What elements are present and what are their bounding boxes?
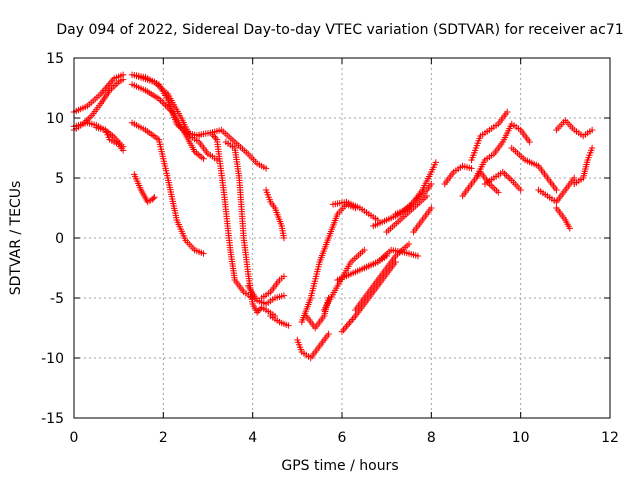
- data-point: [280, 234, 288, 242]
- data-points: [70, 71, 596, 362]
- data-point: [526, 138, 533, 146]
- tick-marks: [73, 57, 611, 419]
- data-point: [517, 186, 524, 194]
- data-point: [495, 189, 502, 196]
- chart-title: Day 094 of 2022, Sidereal Day-to-day VTE…: [56, 22, 623, 38]
- data-point: [212, 134, 219, 142]
- data-point: [280, 292, 288, 299]
- data-point: [210, 133, 218, 140]
- data-point: [428, 180, 435, 188]
- y-axis-label: SDTVAR / TECUs: [8, 181, 24, 296]
- y-tick-label: -5: [50, 291, 64, 307]
- y-tick-label: 10: [46, 111, 64, 127]
- y-tick-label: -15: [41, 411, 64, 427]
- data-point: [428, 204, 435, 212]
- x-tick-label: 10: [512, 430, 530, 446]
- x-tick-label: 0: [70, 430, 79, 446]
- data-point: [325, 330, 332, 338]
- data-point: [566, 225, 573, 232]
- data-point: [414, 252, 422, 260]
- data-point: [119, 76, 127, 83]
- x-tick-label: 2: [159, 430, 168, 446]
- tick-labels: 0 2 4 6 8 10 12 15 10 5 0 -5 -10 -15: [41, 51, 619, 446]
- x-tick-label: 4: [248, 430, 257, 446]
- data-point: [280, 273, 288, 280]
- data-point: [571, 174, 578, 182]
- data-point: [432, 159, 439, 166]
- grid-lines: [74, 58, 610, 418]
- data-point: [361, 246, 368, 254]
- data-point: [468, 165, 475, 172]
- y-tick-label: 0: [55, 231, 64, 247]
- y-tick-label: 15: [46, 51, 64, 67]
- x-tick-label: 8: [427, 430, 436, 446]
- data-point: [150, 195, 157, 202]
- data-point: [200, 250, 207, 257]
- data-point: [285, 322, 292, 329]
- x-axis-label: GPS time / hours: [281, 458, 398, 474]
- data-point: [255, 307, 262, 314]
- data-point: [209, 131, 216, 138]
- data-point: [200, 155, 207, 162]
- x-tick-label: 12: [601, 430, 619, 446]
- data-point: [253, 309, 261, 316]
- data-point: [553, 186, 560, 194]
- data-point: [119, 147, 127, 154]
- data-point: [262, 165, 270, 172]
- data-point: [588, 126, 596, 134]
- y-tick-label: 5: [55, 171, 64, 187]
- data-point: [504, 108, 511, 116]
- y-tick-label: -10: [41, 351, 64, 367]
- data-point: [423, 192, 431, 200]
- x-tick-label: 6: [338, 430, 347, 446]
- data-point: [151, 194, 158, 201]
- data-point: [405, 240, 413, 248]
- data-point: [588, 144, 596, 152]
